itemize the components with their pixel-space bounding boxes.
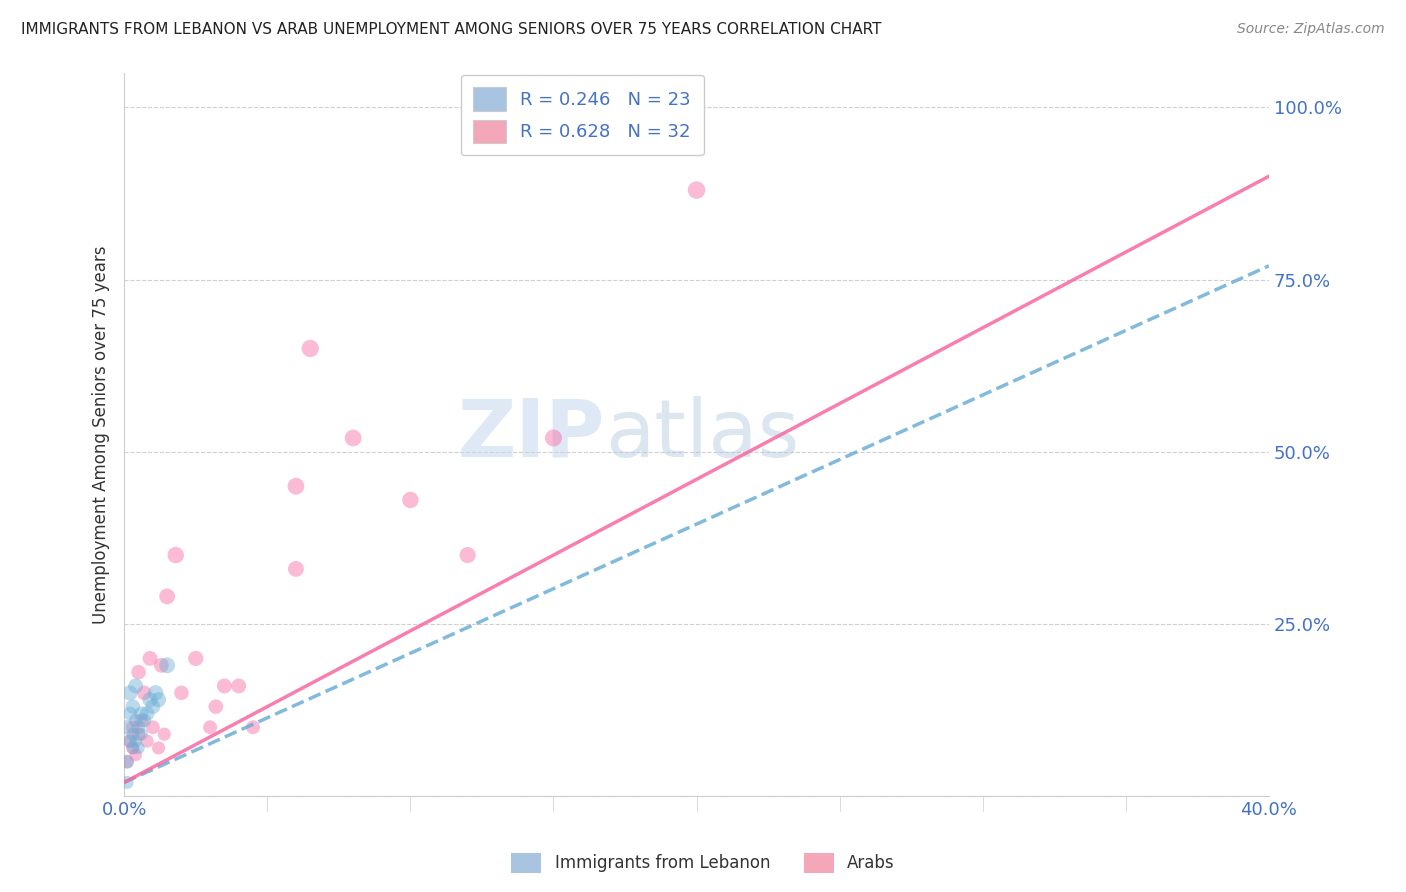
Point (457, 548, 479, 562)
Point (124, 734, 146, 748)
Point (131, 727, 153, 741)
Point (284, 562, 307, 576)
Point (204, 699, 226, 714)
Point (124, 747, 146, 762)
Point (136, 706, 159, 721)
Text: Source: ZipAtlas.com: Source: ZipAtlas.com (1237, 22, 1385, 37)
Point (342, 431, 364, 445)
Point (142, 720, 165, 734)
Point (156, 590, 179, 604)
Point (134, 686, 156, 700)
Point (148, 741, 170, 756)
Point (399, 493, 422, 508)
Point (128, 720, 150, 734)
Point (150, 658, 173, 673)
Point (299, 342, 322, 356)
Text: ZIP: ZIP (458, 395, 605, 474)
Point (228, 679, 250, 693)
Point (124, 714, 146, 728)
Point (121, 741, 143, 756)
Point (136, 734, 159, 748)
Point (543, 431, 565, 445)
Point (121, 720, 143, 734)
Point (148, 692, 170, 706)
Point (118, 734, 141, 748)
Point (242, 720, 264, 734)
Point (115, 755, 138, 769)
Point (165, 548, 187, 562)
Legend: Immigrants from Lebanon, Arabs: Immigrants from Lebanon, Arabs (505, 847, 901, 880)
Point (121, 741, 143, 756)
Point (198, 720, 221, 734)
Y-axis label: Unemployment Among Seniors over 75 years: Unemployment Among Seniors over 75 years (93, 245, 110, 624)
Point (131, 714, 153, 728)
Text: IMMIGRANTS FROM LEBANON VS ARAB UNEMPLOYMENT AMONG SENIORS OVER 75 YEARS CORRELA: IMMIGRANTS FROM LEBANON VS ARAB UNEMPLOY… (21, 22, 882, 37)
Point (118, 706, 141, 721)
Point (128, 741, 150, 756)
Point (156, 658, 179, 673)
Point (121, 699, 143, 714)
Point (139, 692, 162, 706)
Point (153, 727, 176, 741)
Point (121, 727, 143, 741)
Point (145, 686, 167, 700)
Point (115, 775, 138, 789)
Point (134, 714, 156, 728)
Point (115, 720, 138, 734)
Point (142, 699, 165, 714)
Point (284, 479, 307, 493)
Point (124, 679, 146, 693)
Point (170, 686, 193, 700)
Point (128, 727, 150, 741)
Point (214, 679, 236, 693)
Point (184, 651, 207, 665)
Point (139, 651, 162, 665)
Text: atlas: atlas (605, 395, 800, 474)
Point (131, 706, 153, 721)
Legend: R = 0.246   N = 23, R = 0.628   N = 32: R = 0.246 N = 23, R = 0.628 N = 32 (461, 75, 703, 155)
Point (128, 665, 150, 680)
Point (118, 686, 141, 700)
Point (118, 734, 141, 748)
Point (115, 755, 138, 769)
Point (685, 183, 707, 197)
